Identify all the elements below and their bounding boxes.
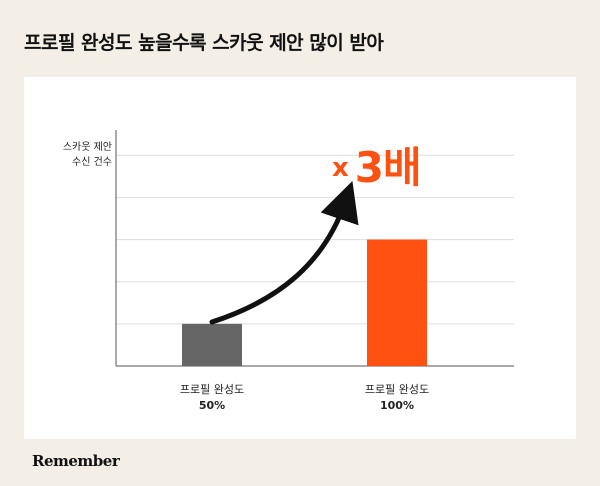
bar-50pct	[182, 323, 242, 366]
x-label-50-percent: 50%	[198, 399, 226, 412]
x-label-50: 프로필 완성도 50%	[152, 382, 272, 414]
page-title: 프로필 완성도 높을수록 스카웃 제안 많이 받아	[24, 32, 384, 54]
x-label-100-percent: 100%	[380, 399, 414, 412]
x-label-100-name: 프로필 완성도	[364, 383, 430, 396]
multiplier-x: x	[332, 153, 349, 183]
brand-logo: Remember	[32, 452, 120, 470]
x-label-100: 프로필 완성도 100%	[337, 382, 457, 414]
growth-arrow	[209, 181, 359, 325]
y-axis-label: 스카웃 제안 수신 건수	[48, 140, 112, 170]
multiplier-callout: x 3배	[332, 134, 422, 195]
bar-100pct	[367, 239, 427, 366]
multiplier-value: 3배	[354, 143, 422, 192]
x-label-50-name: 프로필 완성도	[179, 383, 245, 396]
y-axis-label-line-2: 수신 건수	[72, 157, 112, 168]
y-axis-label-line-1: 스카웃 제안	[62, 142, 112, 153]
